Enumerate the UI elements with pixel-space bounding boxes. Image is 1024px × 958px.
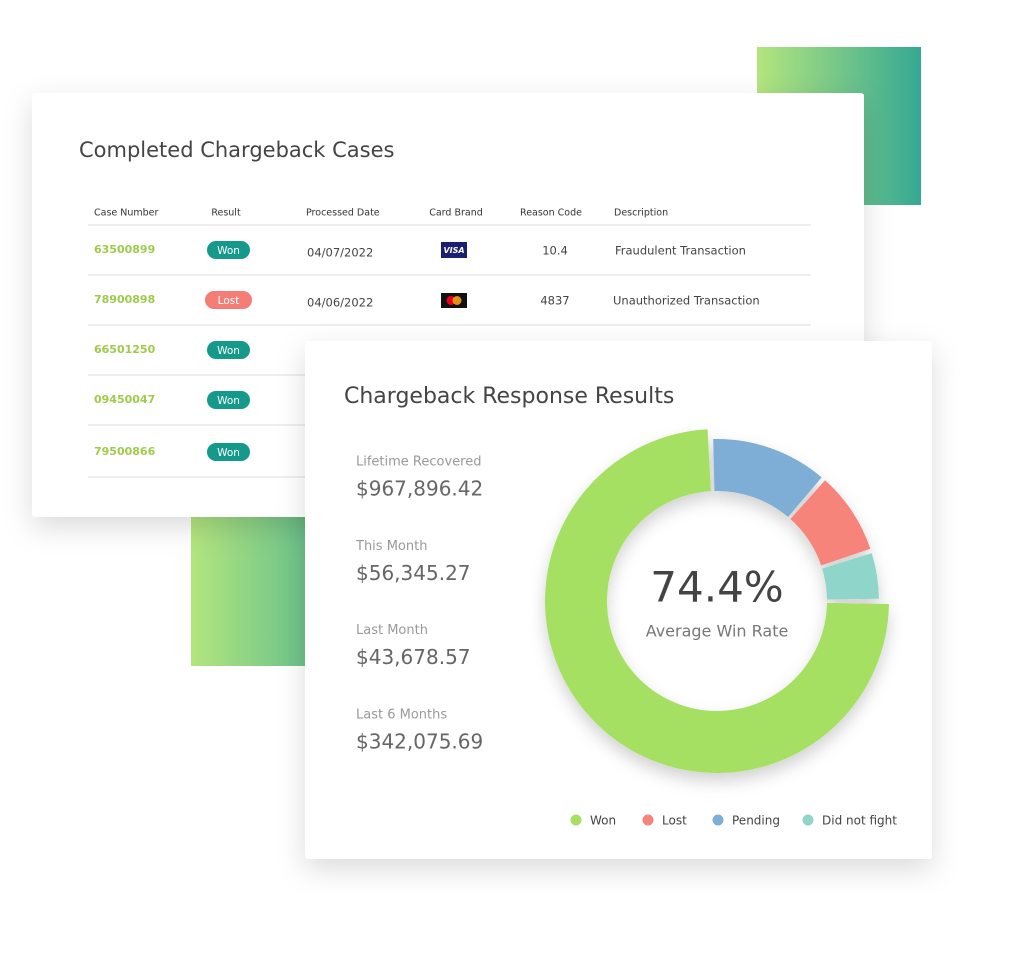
legend-dot [570, 814, 582, 826]
stat-value: $967,896.42 [356, 477, 483, 501]
results-card: Chargeback Response Results Lifetime Rec… [305, 341, 932, 859]
result-badge [207, 341, 250, 359]
result-badge [205, 291, 252, 309]
card [305, 341, 932, 859]
donut [545, 429, 889, 773]
result-badge [207, 443, 250, 461]
center-value: 74.4% [650, 563, 783, 612]
result-badge [207, 391, 250, 409]
reason-code: 4837 [540, 294, 569, 308]
case-number: 66501250 [94, 343, 156, 356]
legend-label: Won [590, 814, 616, 828]
result-label: Won [217, 395, 240, 407]
column-header: Description [614, 208, 668, 219]
column-header: Processed Date [306, 208, 380, 219]
processed-date: 04/07/2022 [307, 246, 373, 260]
result-label: Won [217, 447, 240, 459]
column-header: Case Number [94, 208, 159, 219]
description: Unauthorized Transaction [613, 294, 760, 308]
legend-label: Did not fight [822, 814, 897, 828]
result-label: Won [217, 345, 240, 357]
card-logo-circle [452, 296, 462, 305]
stat-label: This Month [355, 539, 427, 554]
result-badge [207, 241, 250, 259]
column-header: Reason Code [520, 208, 582, 219]
stat-label: Last Month [356, 623, 428, 638]
case-number: 78900898 [94, 293, 155, 306]
case-number: 63500899 [94, 243, 155, 256]
stat-label: Last 6 Months [356, 707, 447, 722]
legend-dot [642, 814, 654, 826]
column-header: Result [211, 208, 241, 219]
legend-label: Pending [732, 814, 780, 828]
card-logo-text: VISA [443, 246, 464, 255]
card-title: Chargeback Response Results [344, 384, 674, 409]
donut-segment [545, 429, 889, 773]
stat-value: $342,075.69 [356, 729, 483, 753]
donut-segment [713, 439, 822, 518]
column-header: Card Brand [429, 208, 483, 219]
case-number: 09450047 [94, 393, 155, 406]
case-number: 79500866 [94, 445, 156, 458]
reason-code: 10.4 [542, 244, 568, 258]
processed-date: 04/06/2022 [307, 296, 373, 310]
stat-value: $56,345.27 [356, 561, 471, 585]
result-label: Lost [218, 295, 240, 307]
card-title: Completed Chargeback Cases [79, 138, 394, 162]
stat-label: Lifetime Recovered [356, 455, 481, 470]
result-label: Won [217, 245, 240, 257]
legend-label: Lost [662, 814, 687, 828]
donut-segment [790, 480, 871, 566]
legend-dot [802, 814, 814, 826]
legend-dot [712, 814, 724, 826]
description: Fraudulent Transaction [615, 244, 746, 258]
stat-value: $43,678.57 [356, 645, 471, 669]
center-caption: Average Win Rate [646, 622, 789, 641]
card-logo [441, 242, 467, 258]
donut-segment [822, 553, 879, 600]
